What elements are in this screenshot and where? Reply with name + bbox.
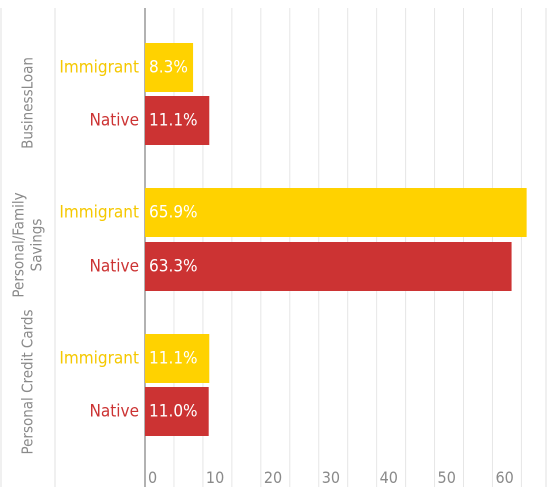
data-label: 63.3% <box>149 257 198 277</box>
x-tick-label: 40 <box>380 468 398 487</box>
series-label: Native <box>89 257 139 277</box>
category-labels: BusinessLoan Personal/Family Savings Person… <box>10 57 46 454</box>
bars: 8.3% Immigrant 11.1% Native 65.9% Immigrant 63… <box>59 43 527 436</box>
bar <box>145 334 210 383</box>
category-label: Personal/Family <box>10 192 28 297</box>
x-tick-label: 30 <box>322 468 340 487</box>
bar <box>145 96 210 145</box>
x-axis-tick-labels: 0 10 20 30 40 50 60 <box>148 468 514 487</box>
series-label: Immigrant <box>59 58 139 78</box>
x-tick-label: 20 <box>264 468 282 487</box>
series-label: Native <box>89 111 139 131</box>
bar <box>145 43 194 92</box>
category-label: Personal Credit Cards <box>19 309 37 454</box>
data-label: 11.1% <box>149 349 198 369</box>
bar <box>145 188 527 237</box>
series-label: Immigrant <box>59 203 139 223</box>
x-tick-label: 60 <box>495 468 513 487</box>
data-label: 11.0% <box>149 402 198 422</box>
category-label: BusinessLoan <box>19 57 37 149</box>
series-label: Native <box>89 402 139 422</box>
x-tick-label: 50 <box>438 468 456 487</box>
bar <box>145 242 512 291</box>
x-tick-label: 10 <box>206 468 224 487</box>
category-label: Savings <box>28 219 46 272</box>
data-label: 11.1% <box>149 111 198 131</box>
x-tick-label: 0 <box>148 468 157 487</box>
data-label: 8.3% <box>149 58 188 78</box>
series-label: Immigrant <box>59 349 139 369</box>
data-label: 65.9% <box>149 203 198 223</box>
bar <box>145 387 209 436</box>
